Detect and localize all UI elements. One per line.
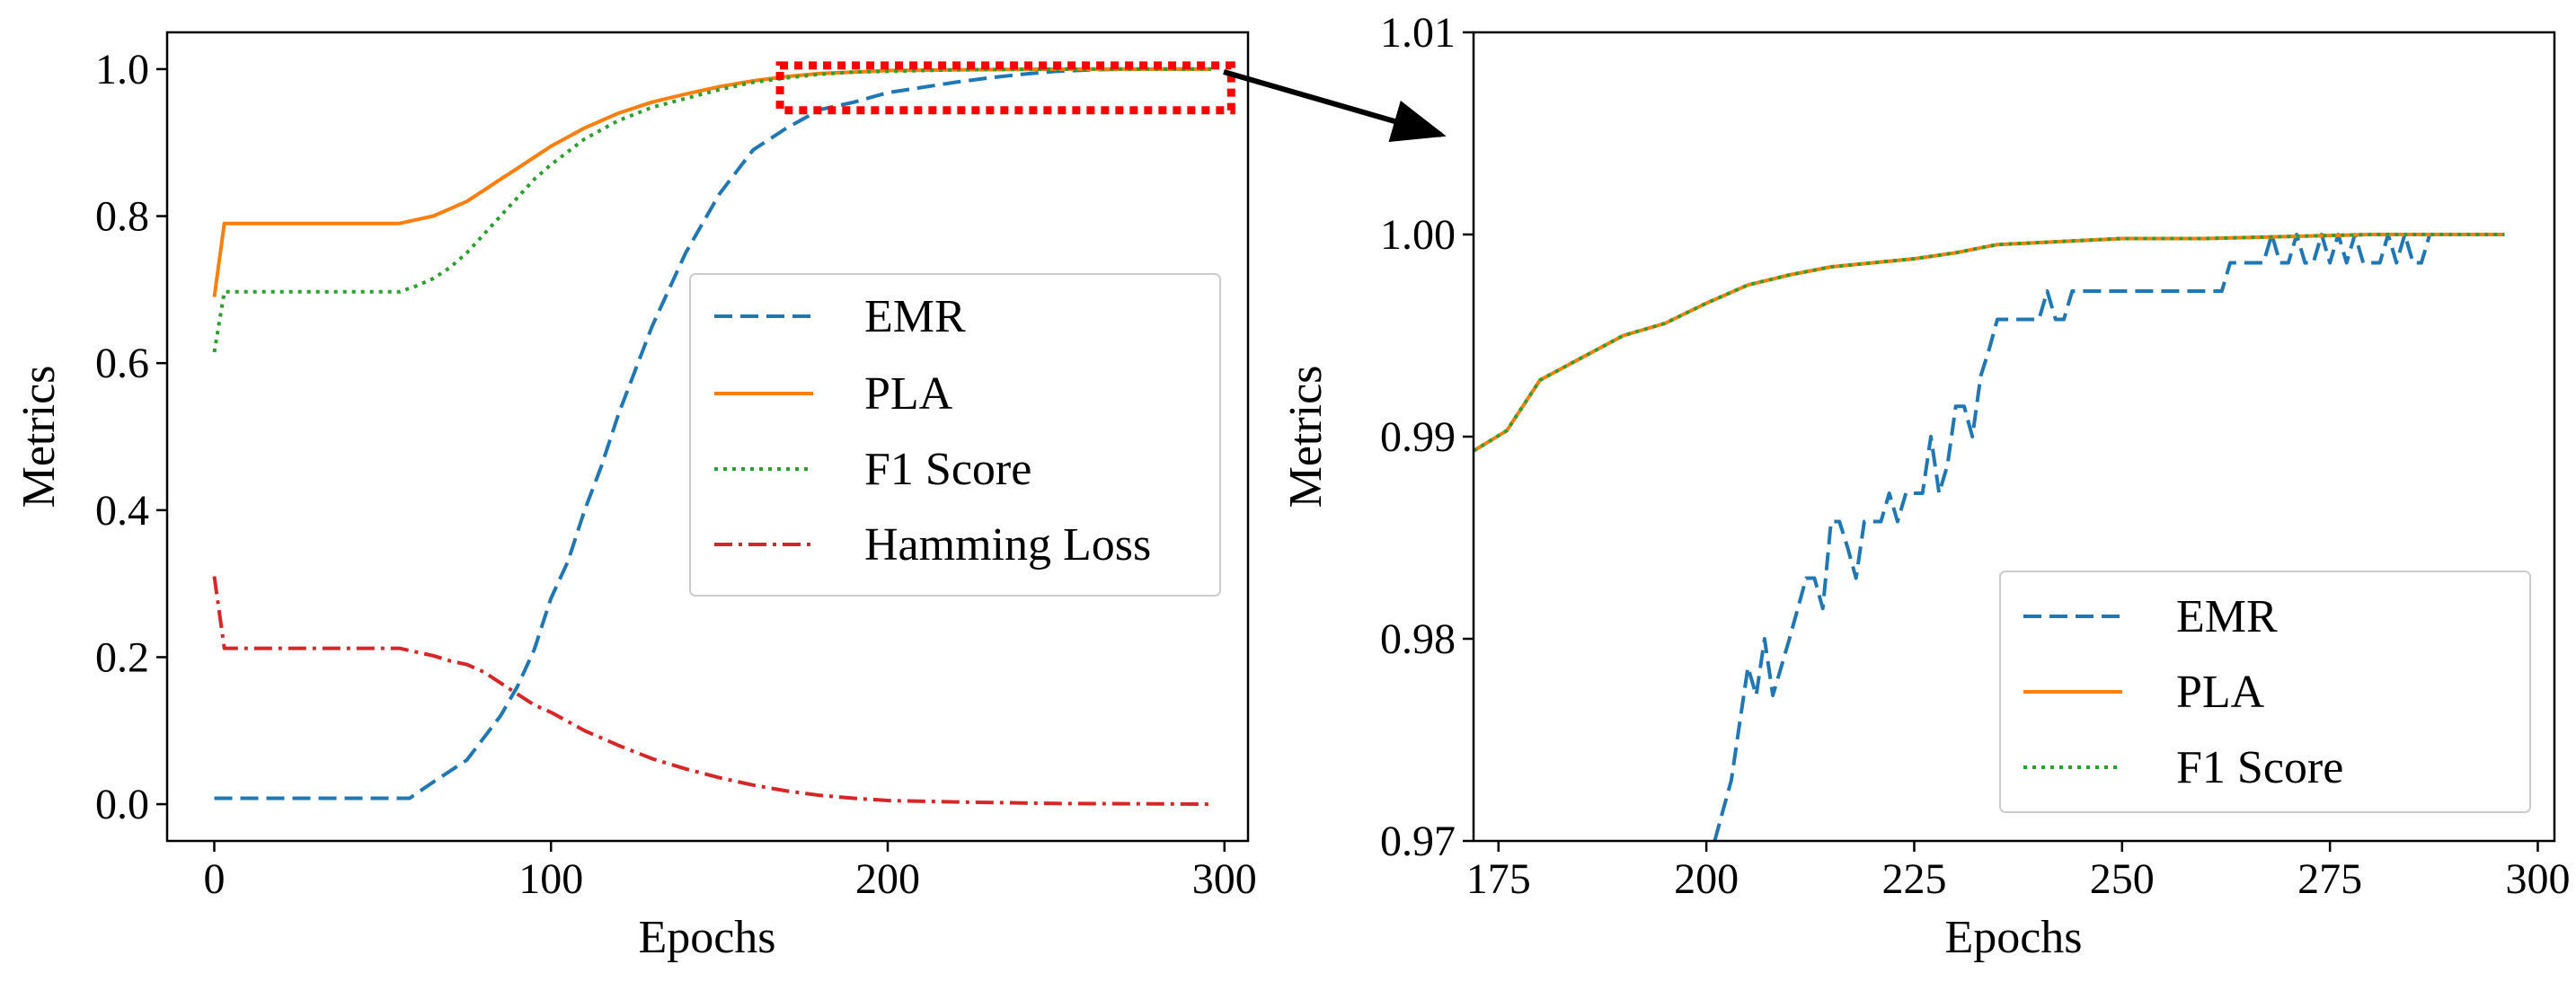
zoom-x-tick-label: 225 (1881, 855, 1946, 903)
overview-legend-label-hamming: Hamming Loss (864, 519, 1151, 571)
zoom-x-tick-label: 275 (2297, 855, 2362, 903)
overview-ticks: 0 100 200 300 0.0 0.2 0.4 0.6 0.8 1.0 (95, 46, 1257, 903)
overview-x-tick-label: 300 (1192, 855, 1257, 903)
overview-plot-area (212, 66, 1211, 807)
zoom-plot-area (1474, 233, 2505, 841)
zoom-y-tick-label: 0.97 (1380, 818, 1456, 865)
zoom-y-axis-label: Metrics (1280, 366, 1332, 509)
zoom-x-tick-label: 175 (1466, 855, 1531, 903)
overview-series-hamming-loss (212, 576, 1211, 807)
zoom-chart: 175 200 225 250 275 300 0.97 0.98 0.99 1.00 1.01 E… (1280, 9, 2570, 963)
overview-x-tick-label: 0 (203, 855, 225, 903)
zoom-x-tick-label: 250 (2090, 855, 2155, 903)
zoom-legend: EMR PLA F1 Score (1999, 571, 2531, 813)
zoom-y-tick-label: 0.99 (1380, 413, 1456, 461)
zoom-series-emr (1713, 233, 2432, 841)
zoom-legend-label-pla: PLA (2176, 667, 2265, 718)
overview-y-axis-label: Metrics (13, 366, 65, 509)
overview-legend-label-emr: EMR (864, 291, 966, 342)
zoom-y-tick-label: 1.01 (1380, 9, 1456, 57)
overview-legend-frame (689, 273, 1221, 597)
zoom-x-axis-label: Epochs (1944, 912, 2082, 963)
zoom-y-tick-label: 0.98 (1380, 615, 1456, 663)
zoom-legend-label-emr: EMR (2176, 591, 2278, 642)
overview-legend-label-pla: PLA (864, 368, 953, 420)
zoom-x-tick-label: 300 (2505, 855, 2570, 903)
overview-series-pla (212, 66, 1211, 297)
overview-y-tick-label: 0.8 (95, 193, 149, 241)
overview-chart: 0 100 200 300 0.0 0.2 0.4 0.6 0.8 1.0 Epochs Metr… (13, 31, 1257, 963)
overview-axes-frame (165, 31, 1250, 843)
zoom-y-tick-label: 1.00 (1380, 211, 1456, 259)
overview-x-tick-label: 200 (855, 855, 920, 903)
overview-x-axis-label: Epochs (638, 912, 775, 963)
overview-x-tick-label: 100 (518, 855, 583, 903)
overview-y-tick-label: 0.2 (95, 633, 149, 681)
zoom-series-f1-score (1474, 233, 2505, 453)
overview-legend: EMR PLA F1 Score Hamming Loss (689, 273, 1221, 597)
zoom-series-pla (1474, 233, 2505, 453)
zoom-ticks: 175 200 225 250 275 300 0.97 0.98 0.99 1.00 1.01 (1380, 9, 2570, 903)
zoom-legend-label-f1: F1 Score (2176, 742, 2343, 793)
overview-y-tick-label: 0.0 (95, 781, 149, 828)
overview-y-tick-label: 1.0 (95, 46, 149, 93)
overview-series-f1-score (212, 66, 1211, 353)
overview-legend-label-f1: F1 Score (864, 444, 1031, 495)
zoom-region-box (775, 61, 1235, 115)
zoom-x-tick-label: 200 (1674, 855, 1739, 903)
overview-y-tick-label: 0.4 (95, 487, 149, 535)
zoom-legend-frame (1999, 571, 2531, 813)
overview-y-tick-label: 0.6 (95, 340, 149, 387)
overview-series-emr (214, 66, 1211, 801)
zoom-arrow (1223, 69, 1447, 143)
